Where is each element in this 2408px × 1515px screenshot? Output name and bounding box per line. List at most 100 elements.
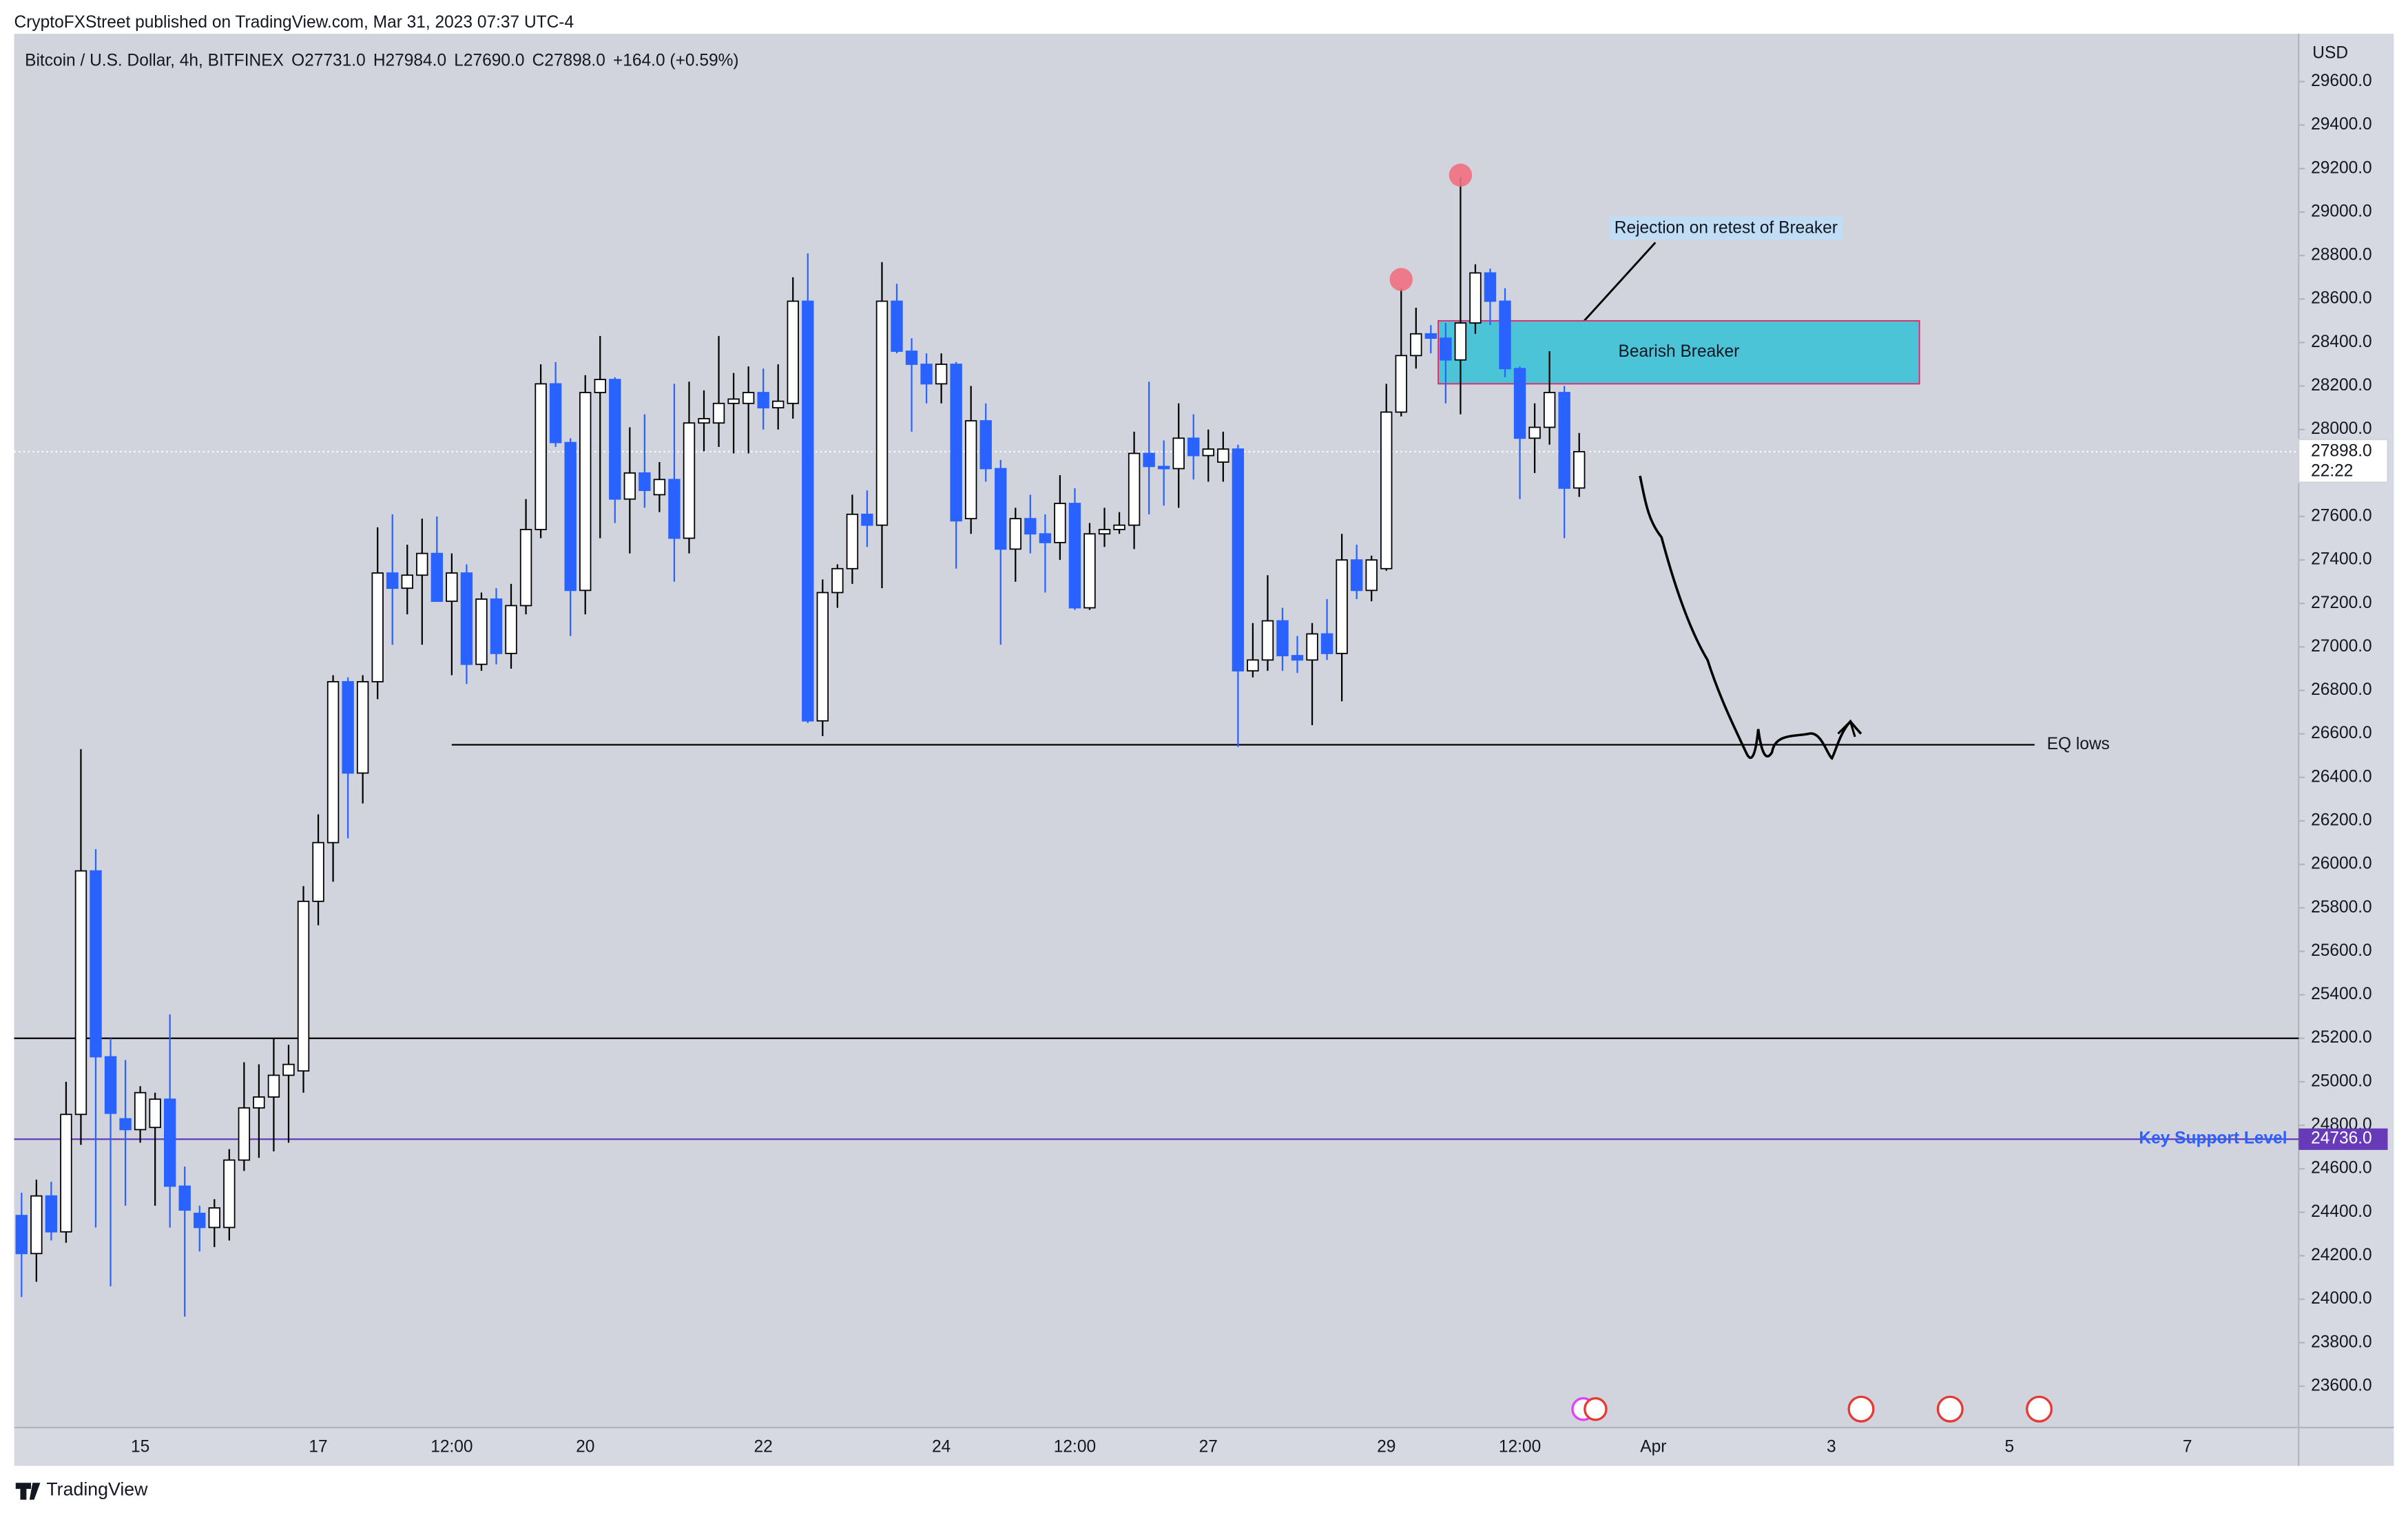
candle-body	[1573, 451, 1586, 489]
y-tick-label: 25800.0	[2311, 898, 2372, 917]
candle-body	[475, 598, 488, 665]
candle-body	[1247, 659, 1259, 672]
x-tick-label: 12:00	[1499, 1437, 1541, 1456]
candle-body	[831, 567, 844, 594]
candle-body	[460, 572, 473, 665]
candle-body	[935, 364, 948, 385]
y-tick-label: 27200.0	[2311, 594, 2372, 612]
candle-body	[416, 552, 428, 576]
candle-body	[1098, 529, 1111, 535]
candle-body	[1217, 448, 1229, 463]
candle-body	[802, 300, 814, 722]
y-tick-label: 29600.0	[2311, 72, 2372, 90]
y-tick-label: 29000.0	[2311, 202, 2372, 220]
candle-body	[371, 572, 384, 682]
x-tick-label: 29	[1377, 1437, 1395, 1456]
candle-body	[683, 422, 696, 539]
y-tick-label: 29400.0	[2311, 115, 2372, 134]
y-tick-label: 25400.0	[2311, 985, 2372, 1003]
candle-body	[757, 392, 769, 409]
candle-body	[787, 300, 799, 404]
projection-arrowhead	[1837, 719, 1856, 738]
event-icon	[1584, 1397, 1608, 1421]
candle-body	[90, 870, 102, 1058]
y-tick-label: 25600.0	[2311, 941, 2372, 960]
plot-area	[14, 34, 2299, 1428]
candle-body	[446, 572, 458, 603]
time-axis	[14, 1427, 2394, 1466]
candle-body	[282, 1063, 295, 1076]
y-tick-label: 28200.0	[2311, 376, 2372, 395]
y-tick-label: 26200.0	[2311, 811, 2372, 829]
candle-body	[1424, 333, 1437, 339]
candle-body	[356, 681, 369, 774]
y-tick-label: 24000.0	[2311, 1289, 2372, 1308]
candle-body	[1113, 524, 1125, 530]
candle-body	[1365, 559, 1378, 592]
candle-body	[178, 1185, 191, 1211]
candle-body	[60, 1114, 72, 1233]
candle-body	[905, 351, 918, 365]
price-label: 27898.0	[2311, 441, 2372, 460]
candle-body	[1276, 620, 1289, 656]
candle-body	[742, 392, 755, 404]
marker	[1389, 268, 1413, 291]
y-tick-label: 28400.0	[2311, 333, 2372, 351]
candle-body	[1484, 272, 1497, 302]
candle-body	[1261, 620, 1274, 661]
x-tick-label: 7	[2183, 1437, 2192, 1456]
candle-body	[1306, 633, 1318, 661]
candle-body	[1320, 633, 1333, 654]
y-tick-label: 26000.0	[2311, 855, 2372, 873]
y-tick-label: 25200.0	[2311, 1028, 2372, 1047]
axis-label: USD	[2312, 43, 2348, 62]
candle-body	[430, 552, 444, 603]
event-icon	[1936, 1395, 1964, 1423]
x-tick-label: 20	[576, 1437, 594, 1456]
y-tick-label: 29200.0	[2311, 158, 2372, 177]
x-tick-label: 5	[2004, 1437, 2014, 1456]
x-tick-label: 15	[131, 1437, 149, 1456]
candle-body	[326, 681, 340, 844]
change: +164.0 (+0.59%)	[613, 52, 739, 70]
y-tick-label: 23800.0	[2311, 1333, 2372, 1351]
symbol: Bitcoin / U.S. Dollar, 4h, BITFINEX	[25, 52, 284, 70]
y-tick-label: 26800.0	[2311, 680, 2372, 699]
candle-body	[1380, 411, 1393, 570]
candle-body	[1143, 452, 1155, 468]
candle-body	[950, 364, 962, 522]
candle-body	[549, 383, 562, 443]
candle-body	[623, 472, 636, 500]
x-tick-label: 27	[1199, 1437, 1218, 1456]
candle-body	[861, 513, 873, 526]
events	[1571, 1395, 2053, 1423]
candle-body	[772, 400, 785, 409]
candle-body	[1410, 333, 1422, 357]
ohlc-low: L27690.0	[454, 52, 524, 70]
candle-body	[1291, 655, 1304, 661]
y-tick-label: 28600.0	[2311, 289, 2372, 308]
candle-body	[1469, 272, 1482, 324]
candle-body	[297, 900, 310, 1072]
candle-body	[1024, 518, 1037, 535]
candle-body	[1336, 559, 1348, 654]
candle-body	[668, 479, 681, 539]
candle-body	[519, 529, 532, 607]
y-tick-label: 24200.0	[2311, 1246, 2372, 1264]
x-tick-label: 12:00	[430, 1437, 473, 1456]
y-tick-label: 28000.0	[2311, 419, 2372, 438]
candle-body	[534, 383, 547, 530]
candle-body	[342, 681, 354, 774]
candle-body	[1172, 437, 1185, 470]
footer: TradingView	[46, 1479, 148, 1499]
y-tick-label: 25000.0	[2311, 1072, 2372, 1090]
candle-body	[1543, 392, 1556, 428]
candle-body	[1499, 300, 1511, 370]
candle-body	[816, 592, 829, 722]
ohlc-close: C27898.0	[532, 52, 605, 70]
candle-body	[386, 572, 399, 589]
candle-body	[505, 605, 517, 654]
publisher: CryptoFXStreet published on TradingView.…	[14, 13, 574, 32]
logo	[15, 1483, 41, 1500]
